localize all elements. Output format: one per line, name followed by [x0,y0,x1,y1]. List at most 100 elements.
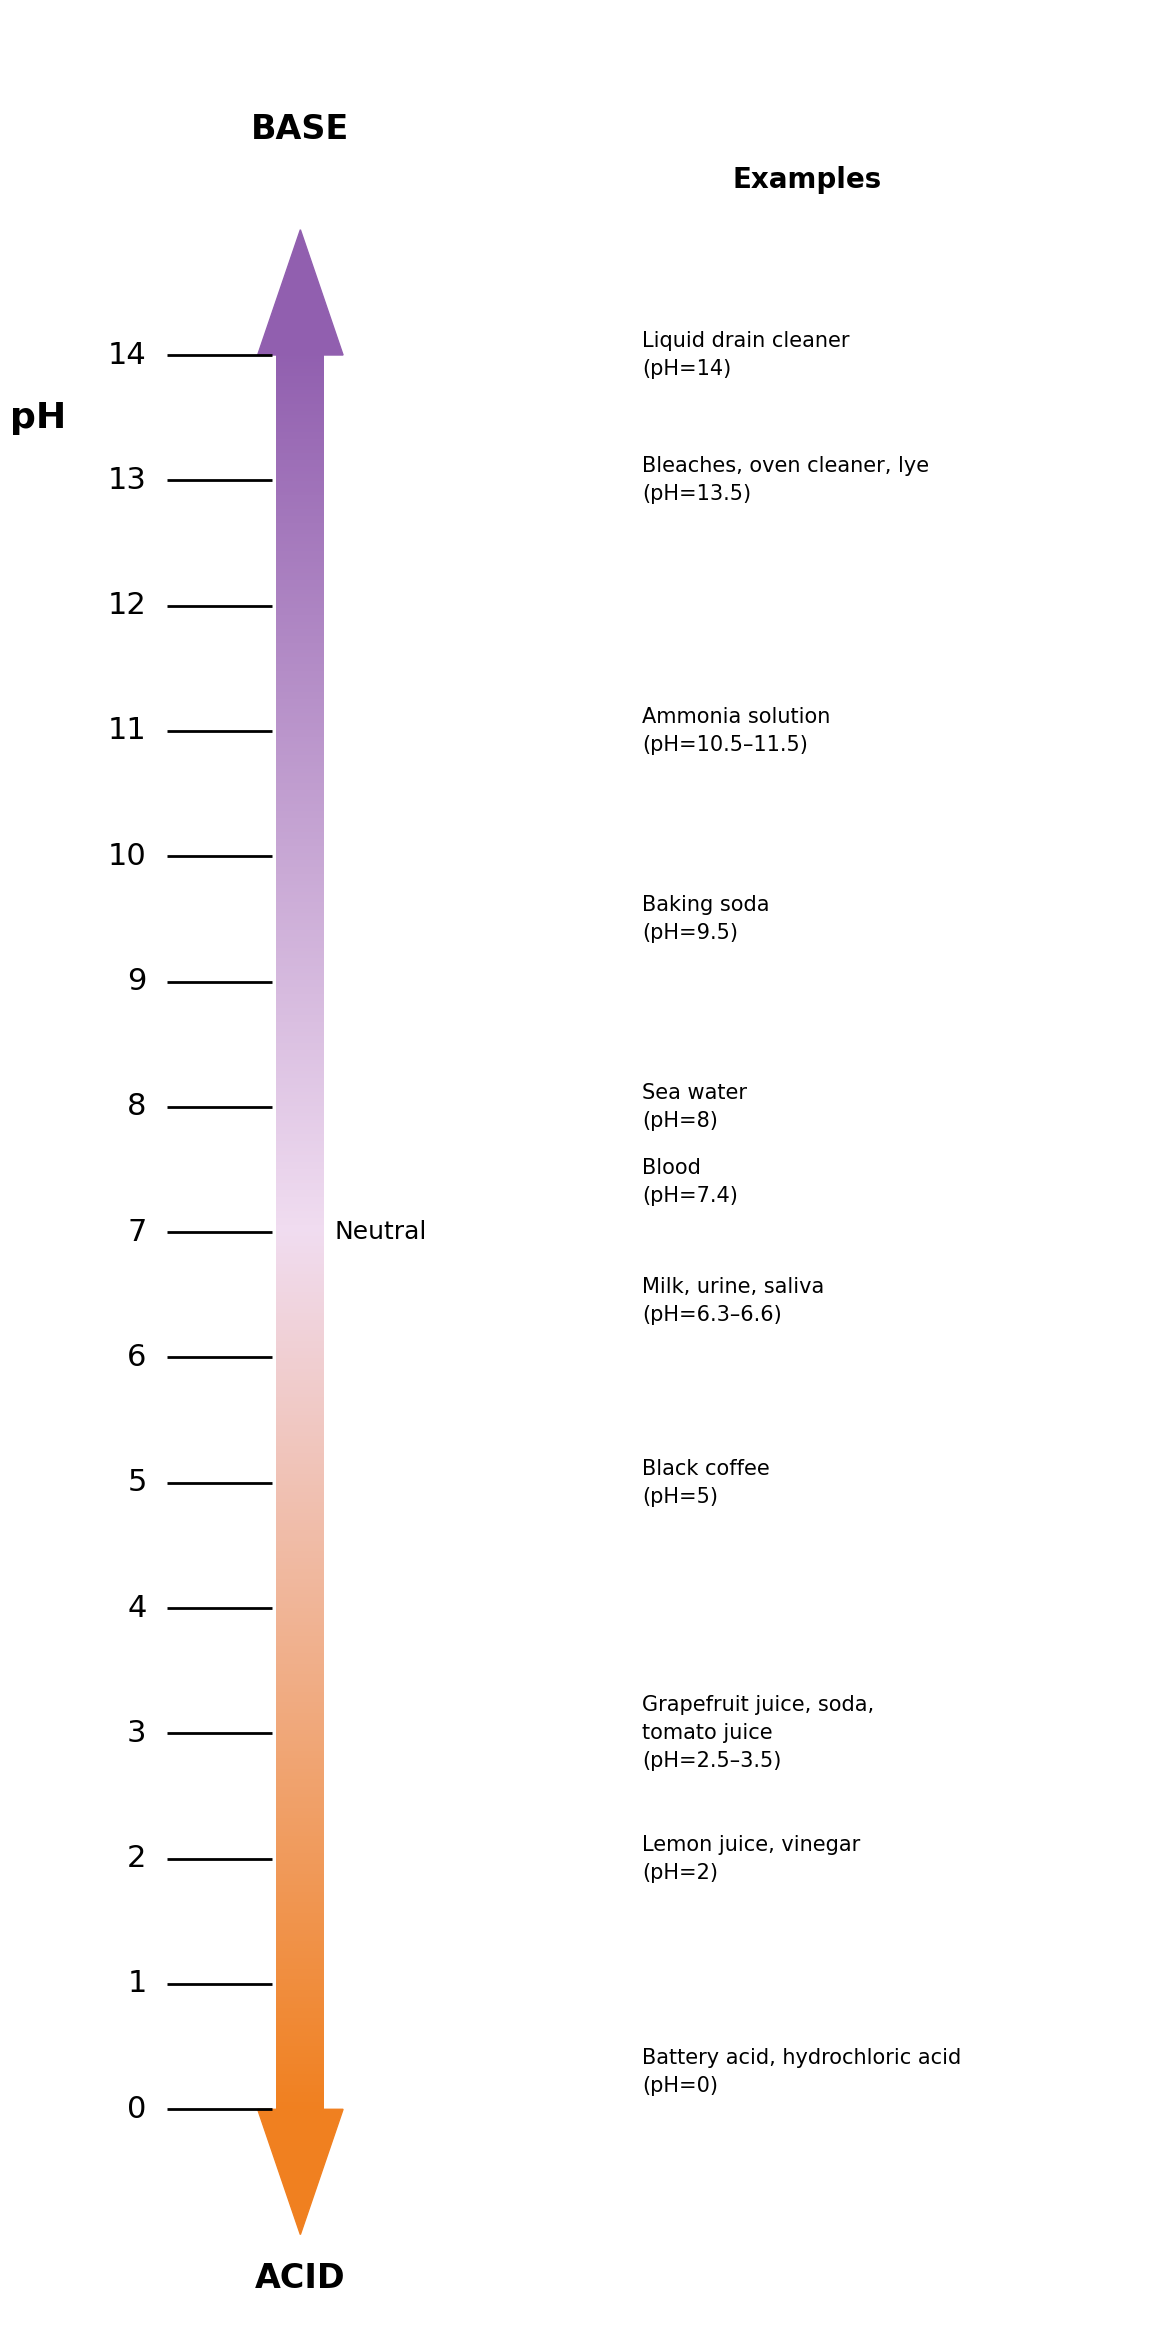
Bar [277,685,324,688]
Bar [277,961,324,966]
Bar [277,1586,324,1591]
Bar [277,629,324,632]
Bar [277,720,324,723]
Bar [277,1401,324,1403]
Bar [277,510,324,512]
Bar [277,1647,324,1649]
Bar [277,636,324,639]
Bar [277,1696,324,1698]
Bar [277,688,324,692]
Bar [277,1130,324,1134]
Bar [277,891,324,896]
Bar [277,1738,324,1740]
Bar [277,1053,324,1057]
Bar [277,1902,324,1906]
Text: Blood
(pH=7.4): Blood (pH=7.4) [642,1158,738,1207]
Bar [277,1242,324,1247]
Bar [277,407,324,412]
Text: 2: 2 [127,1843,146,1874]
Text: 9: 9 [127,966,146,996]
Bar [277,989,324,994]
Bar [277,2014,324,2019]
Bar [277,1193,324,1198]
Bar [277,1389,324,1394]
Bar [277,1801,324,1803]
Bar [277,1815,324,1817]
Bar [277,954,324,959]
Bar [277,2026,324,2028]
Bar [277,854,324,856]
Bar [277,1429,324,1431]
Bar [277,1640,324,1642]
Bar [277,475,324,477]
Bar [277,1074,324,1078]
Bar [277,1930,324,1934]
Bar [277,1733,324,1738]
Bar [277,2035,324,2040]
Bar [277,807,324,812]
Bar [277,1312,324,1317]
Bar [277,419,324,421]
Bar [277,1373,324,1375]
Bar [277,1184,324,1186]
Bar [277,505,324,510]
Bar [277,1864,324,1867]
Bar [277,1899,324,1902]
Bar [277,1541,324,1544]
Bar [277,1120,324,1123]
Bar [277,1431,324,1436]
Bar [277,1572,324,1576]
Bar [277,835,324,840]
Bar [277,639,324,643]
Bar [277,1976,324,1979]
Bar [277,1824,324,1829]
Bar [277,748,324,751]
Bar [277,1092,324,1095]
Bar [277,1305,324,1310]
Text: 11: 11 [108,716,146,746]
Bar [277,779,324,784]
Bar [277,940,324,945]
Bar [277,667,324,671]
Bar [277,1106,324,1109]
Bar [277,1057,324,1060]
Bar [277,1951,324,1955]
Text: Battery acid, hydrochloric acid
(pH=0): Battery acid, hydrochloric acid (pH=0) [642,2047,962,2096]
Bar [277,517,324,519]
Text: Lemon juice, vinegar
(pH=2): Lemon juice, vinegar (pH=2) [642,1834,860,1883]
Text: 4: 4 [127,1593,146,1623]
Bar [277,793,324,798]
Bar [277,1186,324,1191]
Bar [277,1158,324,1162]
Bar [277,1368,324,1373]
Bar [277,1979,324,1983]
Bar [277,1530,324,1534]
Bar [277,884,324,889]
Bar [277,1207,324,1212]
Bar [277,538,324,540]
Bar [277,1450,324,1453]
Bar [277,1782,324,1787]
Bar [277,1277,324,1282]
Bar [277,741,324,744]
Bar [277,1544,324,1548]
Polygon shape [257,229,344,356]
Text: pH: pH [10,400,67,435]
Text: Grapefruit juice, soda,
tomato juice
(pH=2.5–3.5): Grapefruit juice, soda, tomato juice (pH… [642,1696,874,1771]
Bar [277,496,324,498]
Bar [277,1256,324,1261]
Bar [277,1523,324,1527]
Bar [277,561,324,566]
Bar [277,1029,324,1031]
Text: 12: 12 [108,592,146,620]
Bar [277,877,324,882]
Bar [277,2070,324,2075]
Bar [277,1906,324,1909]
Bar [277,1691,324,1696]
Bar [277,1151,324,1155]
Bar [277,1689,324,1691]
Bar [277,1144,324,1148]
Bar [277,1319,324,1324]
Bar [277,952,324,954]
Bar [277,1796,324,1801]
